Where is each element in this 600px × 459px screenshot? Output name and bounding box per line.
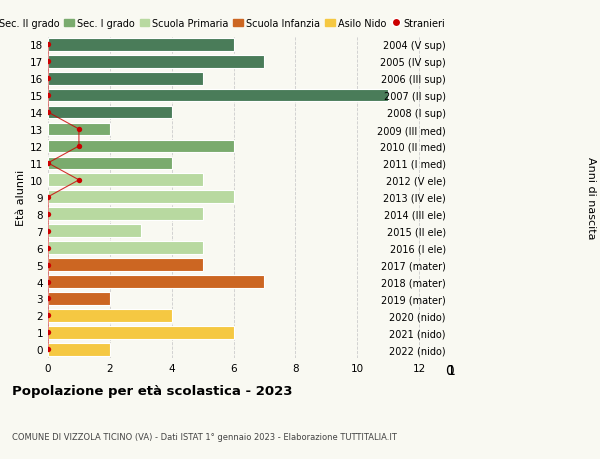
Bar	[48, 326, 233, 339]
Point	[43, 346, 53, 353]
Point	[43, 228, 53, 235]
Bar	[48, 259, 203, 271]
Bar	[48, 191, 233, 204]
Text: COMUNE DI VIZZOLA TICINO (VA) - Dati ISTAT 1° gennaio 2023 - Elaborazione TUTTIT: COMUNE DI VIZZOLA TICINO (VA) - Dati IST…	[12, 431, 397, 441]
Bar	[48, 90, 388, 102]
Bar	[48, 56, 265, 68]
Bar	[48, 343, 110, 356]
Bar	[48, 275, 265, 288]
Bar	[48, 242, 203, 254]
Point	[43, 211, 53, 218]
Bar	[48, 174, 203, 187]
Point	[74, 177, 84, 184]
Legend: Sec. II grado, Sec. I grado, Scuola Primaria, Scuola Infanzia, Asilo Nido, Stran: Sec. II grado, Sec. I grado, Scuola Prim…	[0, 19, 445, 28]
Point	[43, 41, 53, 49]
Point	[43, 329, 53, 336]
Bar	[48, 292, 110, 305]
Point	[74, 143, 84, 150]
Y-axis label: Età alunni: Età alunni	[16, 169, 26, 225]
Point	[43, 194, 53, 201]
Bar	[48, 157, 172, 170]
Bar	[48, 309, 172, 322]
Point	[43, 295, 53, 302]
Bar	[48, 225, 141, 238]
Point	[43, 278, 53, 285]
Bar	[48, 39, 233, 51]
Point	[43, 92, 53, 100]
Bar	[48, 140, 233, 153]
Point	[43, 58, 53, 66]
Bar	[48, 208, 203, 221]
Point	[43, 245, 53, 252]
Bar	[48, 123, 110, 136]
Point	[43, 160, 53, 167]
Bar	[48, 106, 172, 119]
Point	[43, 312, 53, 319]
Point	[43, 75, 53, 83]
Point	[43, 261, 53, 269]
Point	[74, 126, 84, 134]
Text: Popolazione per età scolastica - 2023: Popolazione per età scolastica - 2023	[12, 384, 293, 397]
Bar	[48, 73, 203, 85]
Point	[43, 109, 53, 117]
Text: Anni di nascita: Anni di nascita	[586, 156, 596, 239]
